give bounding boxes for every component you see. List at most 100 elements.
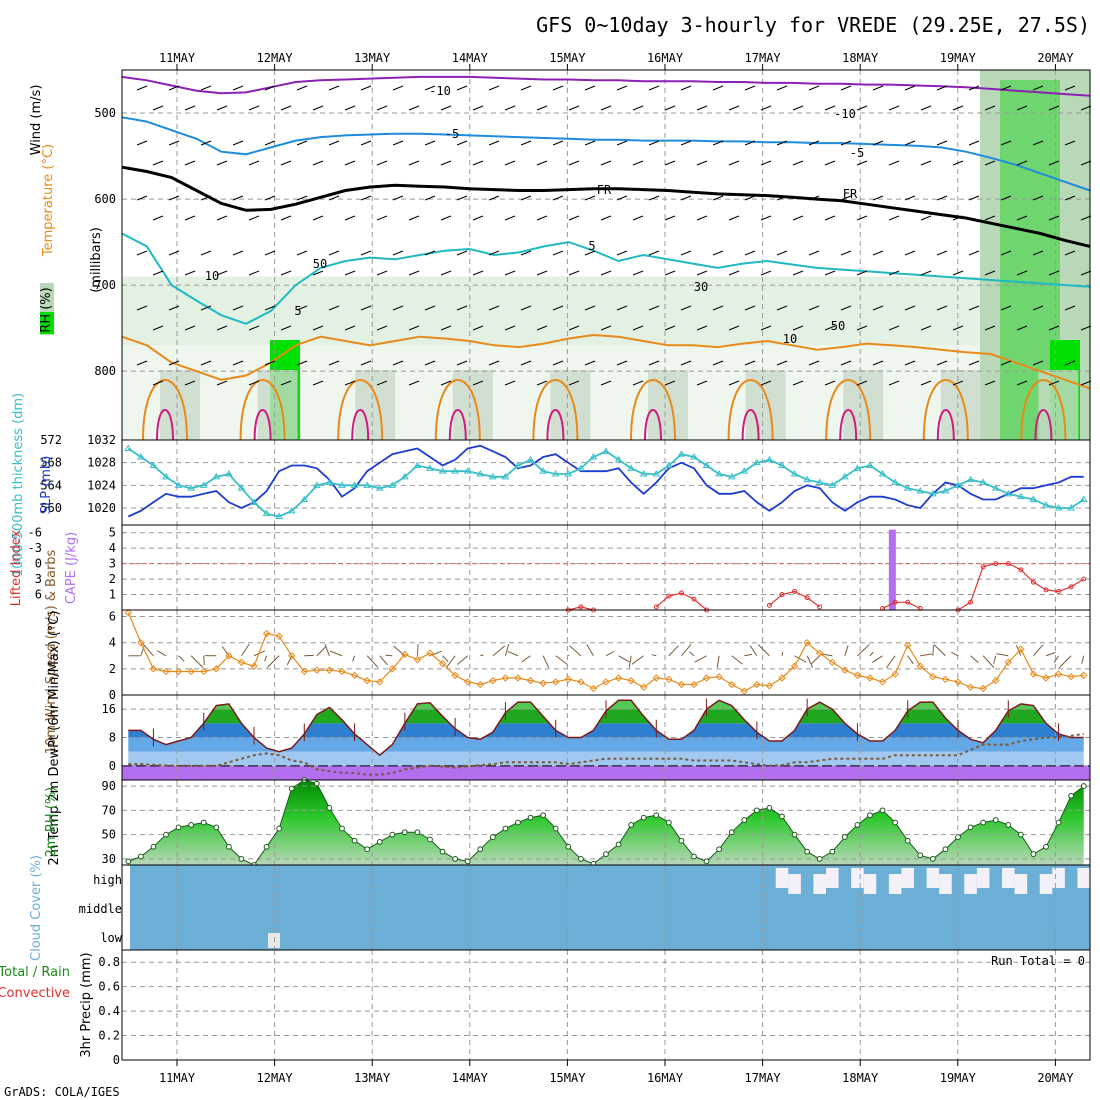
thickness-point — [262, 509, 271, 517]
wind-barb — [824, 160, 836, 166]
wind-barb — [312, 380, 324, 386]
isotherm-20 — [741, 409, 760, 441]
wind-barb — [904, 360, 916, 366]
wind-barb — [424, 305, 436, 311]
wind-speed-point — [715, 672, 723, 681]
wind-barb — [366, 655, 379, 668]
wind-barb — [744, 360, 756, 366]
thickness-tick: 560 — [40, 501, 62, 515]
wind-barb — [1000, 140, 1012, 146]
rh-point — [967, 824, 974, 831]
cloud-cover-panel: high middle low — [79, 865, 1090, 950]
rh-point — [515, 819, 521, 826]
thickness-point — [803, 475, 812, 483]
lifted-index-point — [666, 593, 672, 599]
wind-barb — [776, 250, 788, 256]
wind-barb — [190, 655, 204, 668]
date-axis-bottom: 11MAY 12MAY 13MAY 14MAY 15MAY 16MAY 17MAY 18MAY… — [159, 1060, 1074, 1085]
rh-point — [665, 819, 672, 826]
wind-speed-point — [941, 675, 950, 684]
isotherm-5 — [121, 232, 1091, 325]
temp-tick: 16 — [102, 702, 116, 716]
wind-barb — [792, 380, 804, 386]
wind-speed-point — [451, 671, 459, 680]
wind-barb — [328, 250, 340, 256]
cloud-axis-label: Cloud Cover (%) — [29, 855, 44, 961]
wind-barb — [696, 160, 708, 166]
wind-barb — [440, 380, 452, 386]
wind-barb — [216, 215, 228, 221]
thickness-point — [891, 478, 900, 485]
wind-barb — [376, 215, 388, 221]
isotherm-15 — [434, 379, 481, 441]
wind-barb — [552, 305, 564, 311]
thickness-point — [162, 472, 170, 480]
thickness-point — [1042, 501, 1050, 508]
thickness-point — [363, 481, 372, 488]
wind-barb — [1064, 85, 1076, 91]
wind-barb — [1016, 270, 1028, 276]
wind-barb — [632, 160, 644, 166]
wind-barb — [1032, 305, 1044, 311]
wind-barb — [312, 325, 324, 331]
wind-barb — [472, 215, 484, 221]
thickness-point — [124, 444, 133, 451]
wind-barb — [744, 85, 756, 91]
thickness-point — [828, 481, 837, 488]
isotherm-10 — [121, 333, 1091, 390]
wind-barb — [968, 85, 980, 91]
wind-barb — [760, 380, 772, 386]
thickness-point — [1029, 495, 1038, 502]
wind-barb — [1080, 105, 1092, 111]
wind-barb — [440, 215, 452, 221]
wind-barb — [648, 140, 660, 146]
isotherm-20 — [1034, 409, 1053, 441]
wind-speed-point — [841, 666, 849, 674]
rh-label: RH (%) — [39, 287, 54, 332]
wind-barb — [936, 85, 948, 91]
rh-point — [917, 852, 924, 859]
wind-barb — [824, 215, 836, 221]
wind-barb — [872, 305, 884, 311]
thickness-point — [250, 498, 258, 505]
isotherm-20 — [839, 409, 858, 441]
rh-tick: 30 — [102, 852, 116, 866]
wind-barb — [584, 305, 596, 311]
thickness-point — [954, 481, 962, 488]
wind-speed-point — [288, 652, 296, 660]
wind-barb — [168, 195, 180, 201]
li-tick: -3 — [28, 541, 42, 555]
wind-barb — [744, 195, 756, 201]
rh-point — [376, 839, 383, 845]
wind-barb — [984, 215, 996, 221]
wind-barb — [280, 270, 292, 276]
thickness-point — [413, 461, 422, 468]
date-tick-bottom: 20MAY — [1037, 1071, 1074, 1085]
isotherm-15 — [142, 379, 188, 441]
wind-barb — [824, 325, 836, 331]
wind-barb — [504, 215, 516, 221]
wind-speed-point — [149, 665, 158, 673]
thickness-point — [677, 450, 686, 457]
wind-barb — [264, 85, 276, 91]
rh-point — [238, 856, 245, 862]
wind-barb — [136, 195, 148, 201]
wind-barb — [344, 380, 356, 386]
isotherm-20 — [936, 409, 955, 441]
date-tick-top: 16MAY — [647, 51, 684, 65]
wind10m-axis-label: 10m Wind Speed (m/s) & Barbs — [44, 549, 59, 754]
contour-label: -10 — [429, 84, 451, 98]
wind-speed-point — [1080, 671, 1088, 680]
isotherm-20 — [351, 409, 370, 441]
wind-speed-point — [1042, 674, 1050, 682]
wind-barb — [1000, 250, 1012, 256]
wind-barb — [605, 651, 615, 657]
wind-barb — [248, 380, 260, 386]
wind-barb — [379, 655, 388, 666]
wind-barb — [328, 305, 340, 311]
cape-tick: 4 — [109, 541, 116, 555]
wind-speed-point — [803, 638, 811, 647]
wind-barb — [824, 105, 836, 111]
thickness-point — [765, 455, 774, 463]
